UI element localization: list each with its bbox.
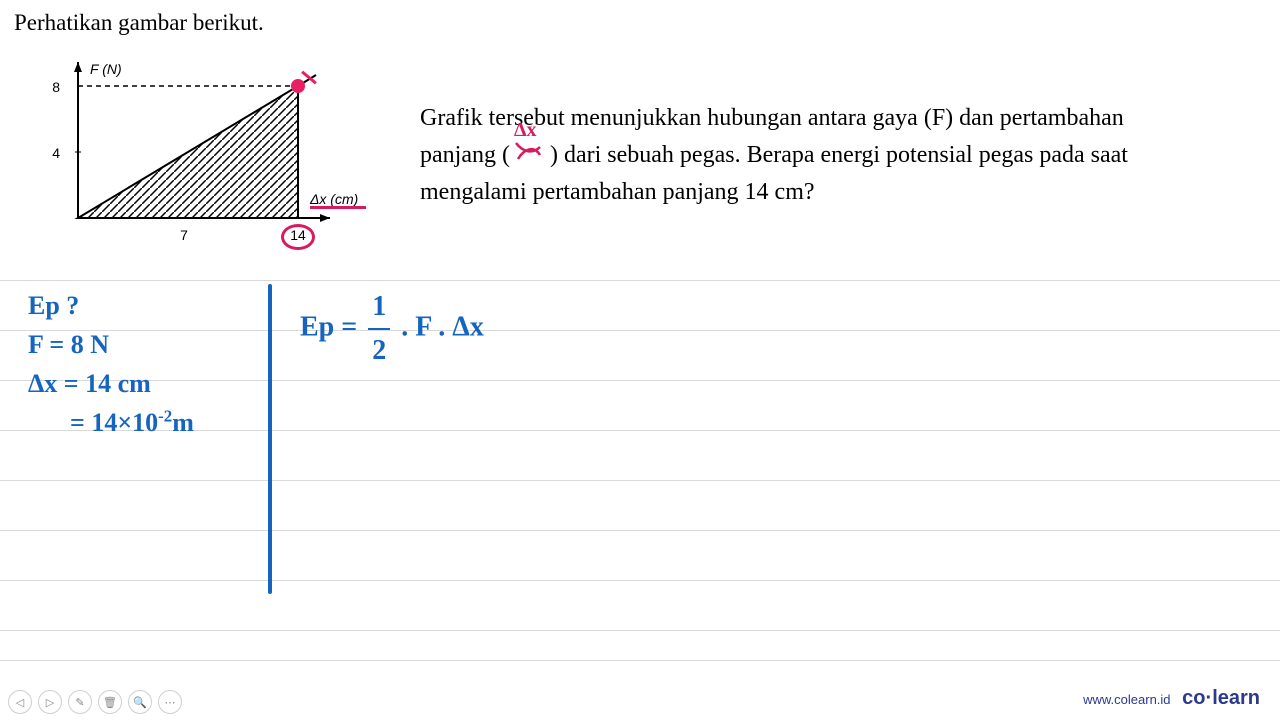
question-text: Grafik tersebut menunjukkan hubungan ant… [420, 100, 1280, 212]
trash-button[interactable]: 🗑 [98, 690, 122, 714]
handwritten-formula: Ep = 1 2 . F . Δx [300, 286, 484, 372]
next-button[interactable]: ▷ [38, 690, 62, 714]
handwritten-divider [268, 284, 272, 594]
q-line3: mengalami pertambahan panjang 14 cm? [420, 179, 815, 205]
paper-line [0, 630, 1280, 631]
q-line2b: ) dari sebuah pegas. Berapa energi poten… [550, 142, 1128, 168]
paper-line [0, 580, 1280, 581]
page-title: Perhatikan gambar berikut. [14, 10, 264, 36]
q-line2a: panjang ( [420, 142, 510, 168]
brand-logo: co·learn [1182, 687, 1260, 709]
y-axis-label: F (N) [90, 61, 122, 77]
brand-url: www.colearn.id [1083, 692, 1170, 707]
paper-line [0, 280, 1280, 281]
bottom-toolbar: ◁ ▷ ✎ 🗑 🔍 ⋯ [8, 690, 182, 714]
paper-line [0, 660, 1280, 661]
x-axis-label: Δx (cm) [309, 191, 358, 207]
circled-14-annotation [281, 224, 315, 250]
graph-marker-dot [291, 79, 305, 93]
hw-formula-suffix: . F . Δx [401, 311, 484, 342]
paper-line [0, 480, 1280, 481]
ytick-4: 4 [52, 145, 60, 161]
zoom-button[interactable]: 🔍 [128, 690, 152, 714]
hw-formula-prefix: Ep = [300, 311, 364, 342]
prev-button[interactable]: ◁ [8, 690, 32, 714]
brand-footer: www.colearn.id co·learn [1083, 687, 1260, 710]
force-extension-graph: F (N) 8 4 7 14 Δx (cm) [30, 60, 350, 260]
ytick-8: 8 [52, 79, 60, 95]
handwritten-known-values: Ep ? F = 8 N Δx = 14 cm = 14×10-2m [28, 286, 194, 442]
paper-line [0, 530, 1280, 531]
more-button[interactable]: ⋯ [158, 690, 182, 714]
underline-dxcm-annotation [310, 206, 366, 209]
pen-button[interactable]: ✎ [68, 690, 92, 714]
xtick-7: 7 [180, 227, 188, 243]
hw-dx-cm: Δx = 14 cm [28, 364, 194, 403]
hw-ep-q: Ep ? [28, 286, 194, 325]
hw-dx-m: = 14×10-2m [70, 403, 194, 442]
hw-f: F = 8 N [28, 325, 194, 364]
hw-formula-fraction: 1 2 [368, 286, 390, 372]
